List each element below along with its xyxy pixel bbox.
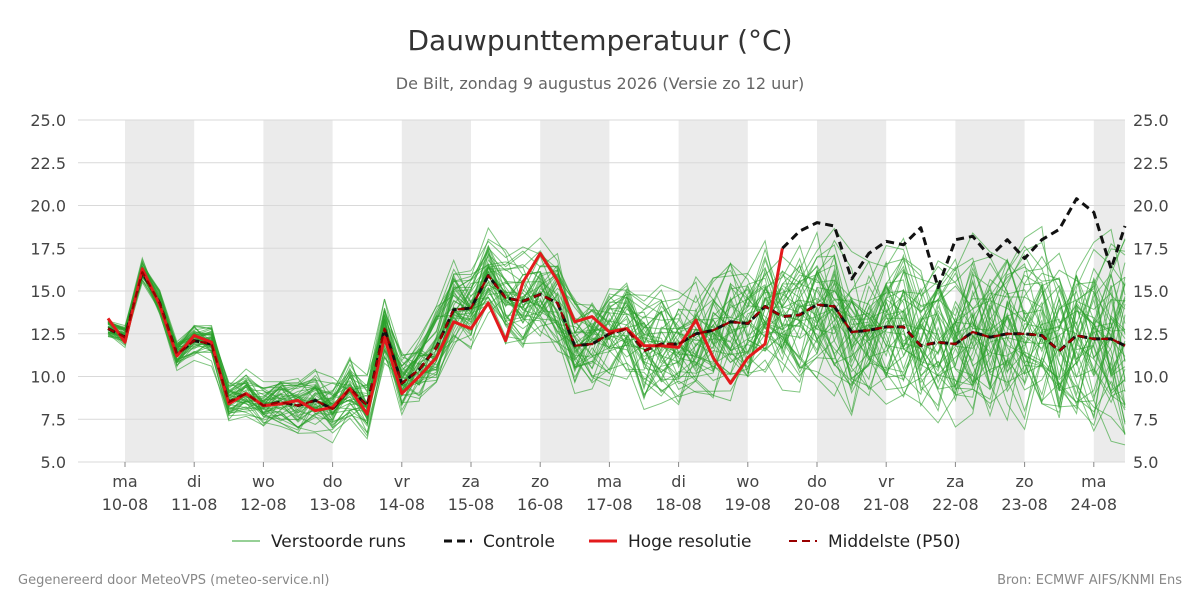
ensemble-run-39 [107, 255, 1126, 428]
ytick-left-7: 22.5 [30, 154, 66, 173]
ensemble-run-45 [107, 237, 1126, 421]
ytick-left-5: 17.5 [30, 239, 66, 258]
ytick-left-8: 25.0 [30, 111, 66, 130]
xtick-day-9: wo [736, 472, 759, 491]
xtick-day-4: vr [394, 472, 410, 491]
ytick-right-6: 20.0 [1133, 197, 1169, 216]
y-axis-right: 5.0 7.5 10.0 12.5 15.0 17.5 20.0 22.5 25.0 [1133, 111, 1169, 472]
ensemble-run-41 [107, 245, 1126, 426]
xtick-day-2: wo [252, 472, 275, 491]
legend-label-hoge-resolutie: Hoge resolutie [628, 532, 752, 552]
ytick-right-3: 12.5 [1133, 325, 1169, 344]
y-axis-left: 5.0 7.5 10.0 12.5 15.0 17.5 20.0 22.5 25.0 [30, 111, 66, 472]
chart-subtitle: De Bilt, zondag 9 augustus 2026 (Versie … [396, 74, 804, 93]
legend-label-middelste: Middelste (P50) [828, 532, 961, 552]
series-line-3 [781, 197, 1127, 290]
legend: Verstoorde runs Controle Hoge resolutie … [232, 532, 961, 552]
xtick-date-12: 22-08 [932, 495, 979, 514]
xtick-date-11: 21-08 [863, 495, 910, 514]
ytick-left-1: 7.5 [41, 410, 66, 429]
ensemble-run-27 [107, 265, 1126, 428]
xtick-date-9: 19-08 [725, 495, 772, 514]
ytick-right-7: 22.5 [1133, 154, 1169, 173]
xtick-date-7: 17-08 [586, 495, 633, 514]
ytick-right-8: 25.0 [1133, 111, 1169, 130]
xtick-date-5: 15-08 [448, 495, 495, 514]
xtick-date-14: 24-08 [1071, 495, 1118, 514]
ytick-left-0: 5.0 [41, 453, 66, 472]
xtick-day-8: di [671, 472, 686, 491]
xtick-day-1: di [187, 472, 202, 491]
chart-title: Dauwpunttemperatuur (°C) [407, 24, 792, 57]
legend-label-verstoorde-runs: Verstoorde runs [271, 532, 406, 552]
xtick-date-13: 23-08 [1001, 495, 1048, 514]
footer-source: Bron: ECMWF AIFS/KNMI Ens [997, 573, 1182, 588]
xtick-date-10: 20-08 [794, 495, 841, 514]
xtick-date-8: 18-08 [655, 495, 702, 514]
ensemble-run-48 [107, 273, 1126, 427]
xtick-day-13: zo [1016, 472, 1034, 491]
main-series [106, 197, 1127, 416]
ensemble-run-28 [107, 269, 1126, 413]
xtick-date-3: 13-08 [309, 495, 356, 514]
xtick-date-6: 16-08 [517, 495, 564, 514]
xtick-day-10: do [807, 472, 827, 491]
xtick-day-12: za [946, 472, 964, 491]
xtick-date-2: 12-08 [240, 495, 287, 514]
xtick-day-14: ma [1081, 472, 1106, 491]
ensemble-run-46 [107, 244, 1126, 414]
ytick-left-3: 12.5 [30, 325, 66, 344]
ytick-left-2: 10.0 [30, 368, 66, 387]
xtick-date-4: 14-08 [379, 495, 426, 514]
footer-generated-by: Gegenereerd door MeteoVPS (meteo-service… [18, 573, 329, 588]
xtick-day-7: ma [597, 472, 622, 491]
x-axis: ma 10-08 di 11-08 wo 12-08 do 13-08 vr 14-08 za 15-… [102, 462, 1117, 514]
ensemble-run-49 [107, 247, 1126, 434]
xtick-date-0: 10-08 [102, 495, 149, 514]
xtick-day-5: za [462, 472, 480, 491]
ytick-right-5: 17.5 [1133, 239, 1169, 258]
ytick-right-0: 5.0 [1133, 453, 1158, 472]
ensemble-run-47 [107, 247, 1126, 433]
ytick-left-6: 20.0 [30, 197, 66, 216]
xtick-day-6: zo [531, 472, 549, 491]
ensemble-run-11 [107, 239, 1126, 434]
legend-label-controle: Controle [483, 532, 555, 552]
ensemble-runs [107, 225, 1126, 446]
ytick-left-4: 15.0 [30, 282, 66, 301]
ytick-right-2: 10.0 [1133, 368, 1169, 387]
ensemble-run-42 [107, 239, 1126, 418]
xtick-day-0: ma [112, 472, 137, 491]
xtick-day-11: vr [878, 472, 894, 491]
ytick-right-1: 7.5 [1133, 410, 1158, 429]
xtick-day-3: do [323, 472, 343, 491]
ytick-right-4: 15.0 [1133, 282, 1169, 301]
xtick-date-1: 11-08 [171, 495, 218, 514]
ensemble-run-32 [107, 230, 1126, 420]
